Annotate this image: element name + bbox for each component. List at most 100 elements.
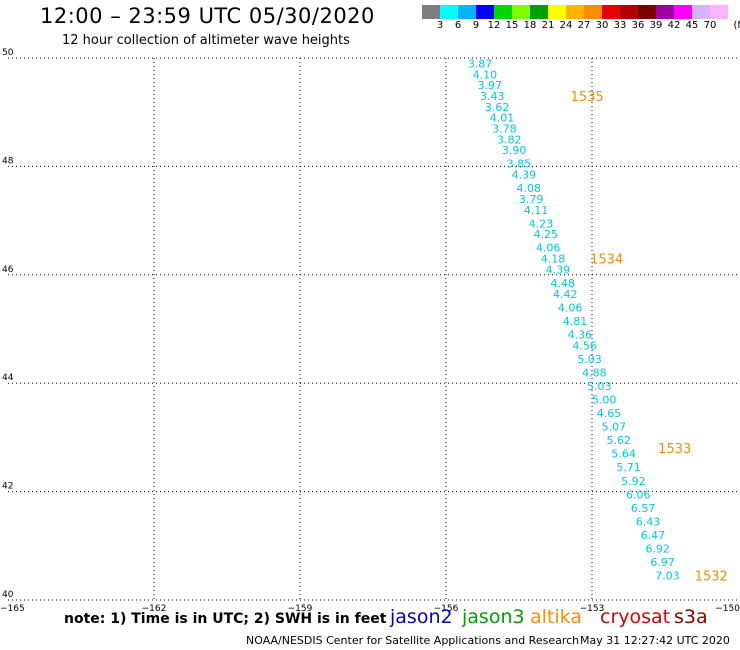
swh-data-label: 4.06 [558, 301, 583, 314]
swh-data-label: 5.64 [611, 448, 636, 461]
scale-tick-label: 15 [505, 20, 519, 31]
swh-data-label: 5.00 [592, 393, 617, 406]
swh-data-label: 5.03 [577, 353, 602, 366]
x-tick-label: −150 [715, 604, 740, 614]
scale-tick-label: 42 [667, 20, 681, 31]
orbit-time-label: 1535 [571, 90, 604, 105]
swh-data-label: 5.62 [607, 434, 632, 447]
swh-data-label: 3.82 [497, 133, 522, 146]
scale-swatch [656, 5, 674, 19]
scale-swatch [494, 5, 512, 19]
x-tick-label: −162 [142, 604, 167, 614]
swh-data-label: 4.48 [551, 277, 576, 290]
scale-unit-label: (ft) [733, 20, 740, 31]
scale-tick-label: 3 [436, 20, 444, 31]
satellite-legend-jason2: jason2 [390, 606, 453, 628]
swh-data-label: 4.08 [516, 182, 541, 195]
scale-swatch [512, 5, 530, 19]
swh-data-label: 6.92 [645, 543, 670, 556]
swh-data-label: 4.56 [572, 339, 597, 352]
swh-data-label: 3.90 [502, 144, 527, 157]
x-tick-label: −159 [288, 604, 313, 614]
y-tick-label: 40 [2, 590, 14, 600]
swh-data-label: 4.39 [512, 169, 537, 182]
scale-tick-label: 39 [649, 20, 663, 31]
scale-tick-label: 36 [631, 20, 645, 31]
swh-data-label: 6.43 [636, 515, 661, 528]
scale-swatch [620, 5, 638, 19]
swh-data-label: 3.78 [492, 122, 517, 135]
swh-data-label: 4.81 [563, 315, 588, 328]
scale-swatch [548, 5, 566, 19]
orbit-time-label: 1534 [590, 253, 623, 268]
swh-data-label: 6.97 [650, 556, 675, 569]
swh-data-label: 3.79 [519, 193, 544, 206]
scale-swatch [638, 5, 656, 19]
swh-data-label: 4.36 [568, 328, 593, 341]
swh-data-label: 5.03 [587, 380, 612, 393]
swh-data-label: 3.97 [478, 79, 503, 92]
scale-swatch [476, 5, 494, 19]
scale-swatch [692, 5, 710, 19]
swh-data-label: 4.42 [553, 288, 578, 301]
y-tick-label: 42 [2, 482, 13, 492]
scale-tick-label: 45 [685, 20, 699, 31]
chart-title: 12:00 – 23:59 UTC 05/30/2020 [40, 4, 375, 28]
swh-data-label: 4.18 [541, 253, 566, 266]
swh-data-label: 4.11 [524, 204, 549, 217]
swh-data-label: 4.25 [534, 228, 559, 241]
footer-timestamp: May 31 12:27:42 UTC 2020 [580, 634, 730, 647]
scale-swatch [710, 5, 728, 19]
x-tick-label: −165 [0, 604, 25, 614]
y-tick-label: 50 [2, 48, 14, 58]
scale-tick-label: 12 [487, 20, 501, 31]
swh-data-label: 4.39 [546, 263, 571, 276]
swh-data-label: 3.85 [507, 158, 532, 171]
swh-data-label: 3.87 [468, 57, 493, 70]
scale-tick-label: 6 [454, 20, 462, 31]
scale-swatch [422, 5, 440, 19]
satellite-legend-altika: altika [530, 606, 582, 628]
scale-tick-label: 18 [523, 20, 537, 31]
swh-data-label: 3.43 [480, 90, 505, 103]
scale-swatch [440, 5, 458, 19]
scale-tick-label: 27 [577, 20, 591, 31]
swh-data-label: 5.92 [621, 475, 646, 488]
swh-data-label: 4.06 [536, 242, 561, 255]
orbit-time-label: 1532 [695, 570, 728, 585]
scale-swatch [566, 5, 584, 19]
swh-data-label: 6.47 [641, 529, 666, 542]
scale-swatch [602, 5, 620, 19]
swh-data-label: 4.23 [529, 217, 554, 230]
y-tick-label: 44 [2, 373, 14, 383]
satellite-legend-s3a: s3a [674, 606, 708, 628]
swh-data-label: 6.06 [626, 488, 651, 501]
swh-data-label: 3.62 [485, 101, 510, 114]
swh-data-label: 5.71 [616, 461, 641, 474]
satellite-legend-jason3: jason3 [462, 606, 525, 628]
swh-data-label: 4.10 [473, 68, 498, 81]
scale-swatch [530, 5, 548, 19]
swh-data-label: 6.57 [631, 502, 656, 515]
scale-swatch [458, 5, 476, 19]
y-tick-label: 46 [2, 265, 14, 275]
satellite-legend-cryosat: cryosat [600, 606, 671, 628]
scale-tick-label: 33 [613, 20, 627, 31]
x-tick-label: −153 [580, 604, 605, 614]
orbit-time-label: 1533 [658, 442, 691, 457]
chart-subtitle: 12 hour collection of altimeter wave hei… [62, 33, 350, 48]
footer-credit: NOAA/NESDIS Center for Satellite Applica… [246, 634, 580, 647]
swh-data-label: 4.01 [490, 112, 515, 125]
scale-tick-label: 21 [541, 20, 555, 31]
scale-tick-label: 24 [559, 20, 573, 31]
footer-note: note: 1) Time is in UTC; 2) SWH is in fe… [64, 611, 387, 627]
scale-swatch [674, 5, 692, 19]
swh-data-label: 4.65 [597, 407, 622, 420]
y-tick-label: 48 [2, 156, 14, 166]
scale-tick-label: 30 [595, 20, 609, 31]
swh-data-label: 5.07 [602, 421, 627, 434]
swh-data-label: 7.03 [655, 570, 680, 583]
swh-data-label: 4.88 [582, 366, 607, 379]
